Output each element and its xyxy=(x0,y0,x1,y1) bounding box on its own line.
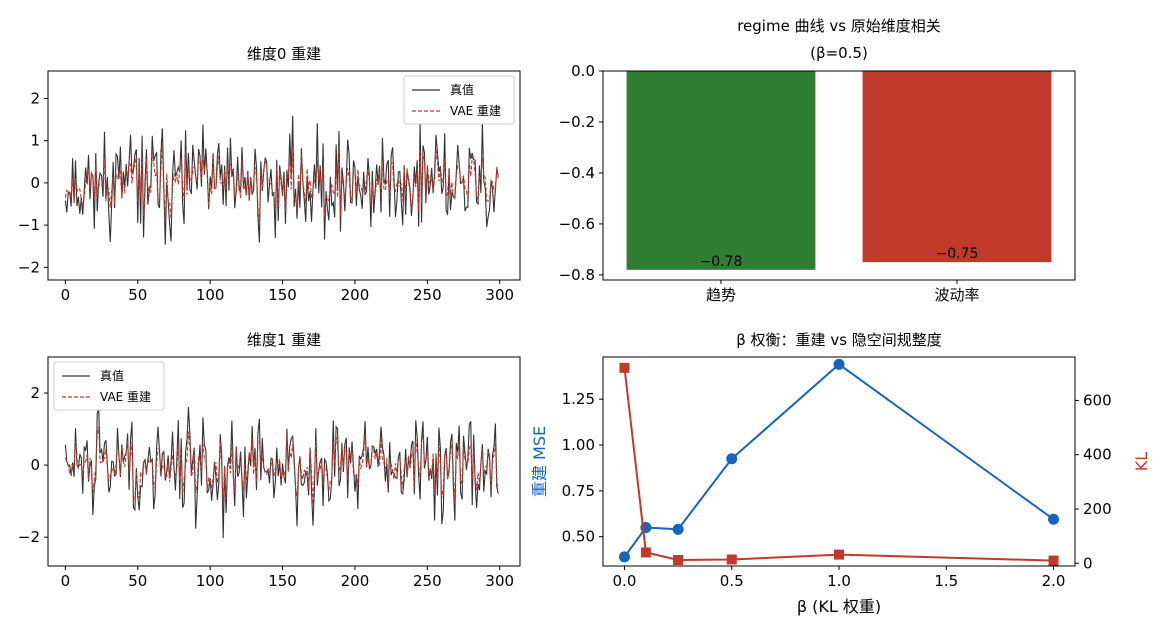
point-kl xyxy=(640,547,651,558)
axes-frame xyxy=(602,356,1076,567)
legend-label-truth: 真值 xyxy=(100,368,124,383)
y-tick-label: −0.6 xyxy=(559,215,595,233)
legend: 真值 VAE 重建 xyxy=(53,361,165,411)
y-tick-label: −1 xyxy=(18,216,40,234)
y-left-tick-label: 0.75 xyxy=(562,482,595,500)
series-line-truth xyxy=(64,115,499,245)
bar-trend xyxy=(626,71,816,270)
point-kl xyxy=(1048,555,1059,566)
y-tick-label: −0.8 xyxy=(559,266,595,284)
series-line-reconstruction xyxy=(64,426,499,506)
panel-tradeoff: β 权衡：重建 vs 隐空间规整度 0.0 0.5 1.0 1.5 2.0 0.50 0.75… xyxy=(530,331,1151,616)
y-tick-label: 0 xyxy=(30,174,40,192)
y-tick-label: 2 xyxy=(30,384,40,402)
y-left-tick-label: 1.00 xyxy=(562,436,595,454)
x-tick-label: 250 xyxy=(413,286,442,304)
panel-title: 维度1 重建 xyxy=(247,331,321,349)
point-mse xyxy=(672,523,684,535)
panel-title: β 权衡：重建 vs 隐空间规整度 xyxy=(736,331,942,349)
y-right-tick-label: 400 xyxy=(1083,446,1112,464)
y-tick-label: −2 xyxy=(18,528,40,546)
panel-0: 维度0 重建 0 50 100 150 200 250 300 −2 −1 0 1 2 真值 VAE 重建 xyxy=(18,45,521,304)
x-tick-label: 0.5 xyxy=(720,572,744,590)
y-tick-label: −0.2 xyxy=(559,113,595,131)
x-tick-label: 1.5 xyxy=(934,572,958,590)
bar-volatility xyxy=(862,71,1052,263)
point-kl xyxy=(619,362,630,373)
legend-label-reconstruction: VAE 重建 xyxy=(450,104,501,118)
x-tick-label: 0 xyxy=(61,286,71,304)
x-tick-label: 100 xyxy=(196,286,225,304)
legend-label-truth: 真值 xyxy=(450,82,474,97)
point-mse xyxy=(618,551,630,563)
point-kl xyxy=(673,555,684,566)
y-right-tick-label: 0 xyxy=(1083,554,1093,572)
x-tick-label: 250 xyxy=(413,572,442,590)
x-tick-label: 200 xyxy=(341,572,370,590)
x-axis-label: β (KL 权重) xyxy=(797,597,881,616)
x-tick-label: 1.0 xyxy=(827,572,851,590)
panel-bar: regime 曲线 vs 原始维度相关 (β=0.5) −0.78 趋势 −0.75 波动… xyxy=(559,17,1076,304)
y-tick-label: −2 xyxy=(18,258,40,276)
series-line-reconstruction xyxy=(64,144,499,223)
point-mse xyxy=(1048,513,1060,525)
series-line-truth xyxy=(64,407,499,539)
x-tick-label: 2.0 xyxy=(1042,572,1066,590)
y-left-tick-label: 1.25 xyxy=(562,390,595,408)
y-tick-label: 2 xyxy=(30,89,40,107)
y-axis-label-right: KL xyxy=(1132,452,1151,471)
plot-area xyxy=(64,115,499,245)
x-tick-label: 200 xyxy=(341,286,370,304)
legend-box xyxy=(403,75,515,125)
legend: 真值 VAE 重建 xyxy=(403,75,515,125)
panel-2: 维度1 重建 0 50 100 150 200 250 300 −2 0 2 真值 VAE 重建 xyxy=(18,331,521,590)
bar-value-label: −0.78 xyxy=(700,254,743,270)
point-mse xyxy=(726,453,738,465)
x-tick-label: 150 xyxy=(268,286,297,304)
axes-frame xyxy=(602,70,1076,281)
series-line-kl xyxy=(623,367,1054,562)
y-tick-label: 1 xyxy=(30,132,40,150)
point-kl xyxy=(834,549,844,560)
bar-value-label: −0.75 xyxy=(936,246,979,262)
x-tick-label: 50 xyxy=(128,572,147,590)
y-axis-label-left: 重建 MSE xyxy=(530,426,549,497)
x-tick-label: 0 xyxy=(61,572,71,590)
axes-frame xyxy=(47,356,521,567)
x-tick-label: 150 xyxy=(268,572,297,590)
legend-label-reconstruction: VAE 重建 xyxy=(100,390,151,404)
y-right-tick-label: 200 xyxy=(1083,500,1112,518)
legend-box xyxy=(53,361,165,411)
point-mse xyxy=(833,358,845,370)
panel-title: regime 曲线 vs 原始维度相关 xyxy=(737,17,941,35)
x-tick-label: 300 xyxy=(485,572,514,590)
y-tick-label: −0.4 xyxy=(559,164,595,182)
x-tick-label: 300 xyxy=(485,286,514,304)
y-tick-label: 0 xyxy=(30,456,40,474)
x-tick-label: 50 xyxy=(128,286,147,304)
x-tick-label: 波动率 xyxy=(934,286,979,304)
point-kl xyxy=(726,554,737,565)
axes-frame xyxy=(47,70,521,281)
panel-title: 维度0 重建 xyxy=(247,45,321,63)
panel-subtitle: (β=0.5) xyxy=(810,44,868,62)
plot-area xyxy=(64,407,499,539)
y-tick-label: 0.0 xyxy=(571,62,595,80)
x-tick-label: 0.0 xyxy=(613,572,637,590)
series-line-mse xyxy=(623,363,1055,558)
y-left-tick-label: 0.50 xyxy=(562,528,595,546)
x-tick-label: 100 xyxy=(196,572,225,590)
x-tick-label: 趋势 xyxy=(706,286,736,304)
y-right-tick-label: 600 xyxy=(1083,391,1112,409)
